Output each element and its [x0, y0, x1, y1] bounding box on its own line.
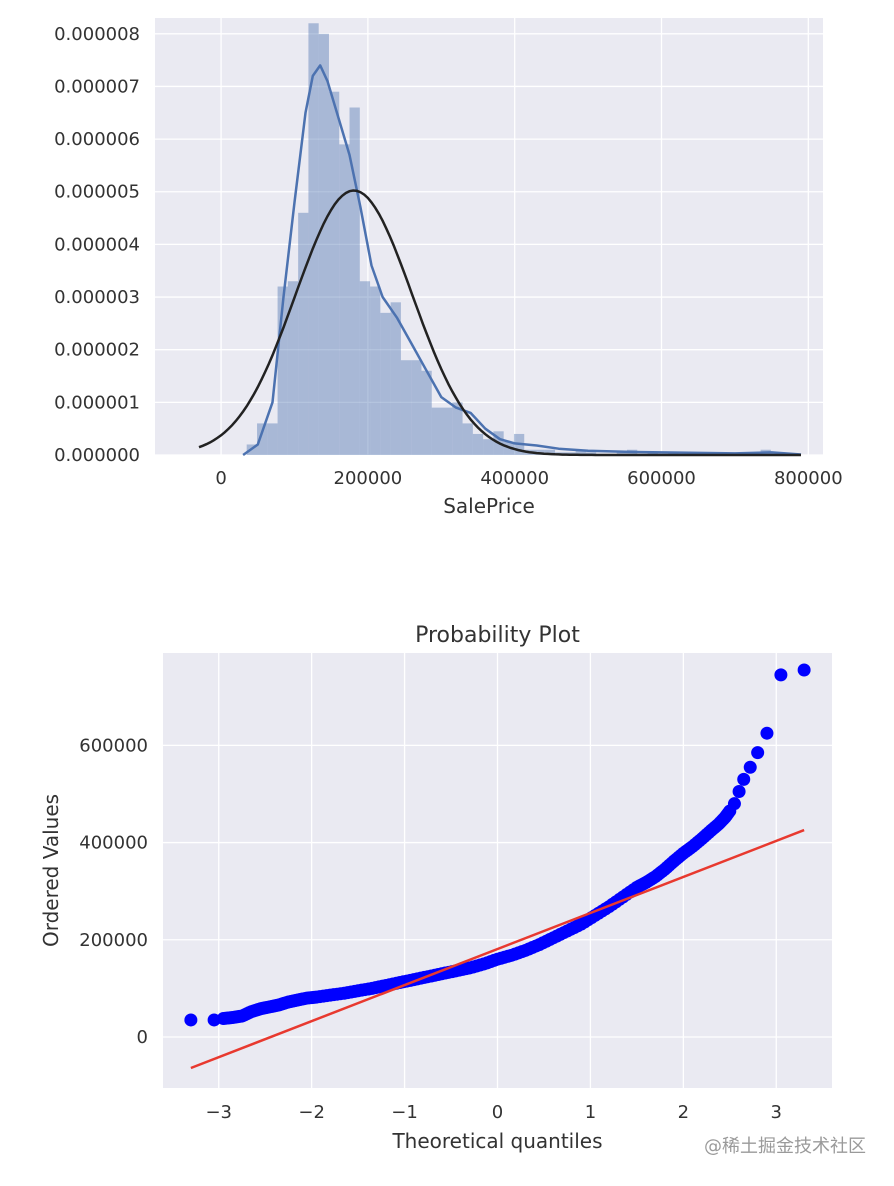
x-tick-label: 800000 — [774, 468, 843, 489]
chart-title: Probability Plot — [415, 623, 580, 648]
y-tick-label: 0.000004 — [54, 234, 140, 255]
y-tick-label: 0.000007 — [54, 76, 140, 97]
data-point — [743, 760, 757, 774]
histogram-bar — [349, 107, 360, 455]
y-tick-label: 600000 — [79, 735, 148, 756]
histogram-bar — [544, 449, 556, 455]
data-points — [184, 663, 811, 1027]
histogram-bar — [431, 407, 443, 455]
histogram-bar — [421, 370, 432, 455]
y-tick-label: 200000 — [79, 930, 148, 951]
histogram-bar — [359, 281, 371, 455]
watermark: @稀土掘金技术社区 — [704, 1136, 866, 1157]
y-tick-label: 0.000002 — [54, 340, 140, 361]
data-point — [732, 785, 746, 799]
histogram-bar — [400, 360, 412, 455]
y-axis-label: Ordered Values — [39, 794, 63, 947]
histogram-bar — [308, 23, 319, 455]
x-axis-label: Theoretical quantiles — [391, 1129, 602, 1153]
y-tick-label: 0.000005 — [54, 182, 140, 203]
normal-fit-curve — [198, 189, 801, 457]
histogram-bar — [390, 302, 401, 455]
histogram-bar — [442, 407, 453, 455]
gridlines — [155, 18, 823, 456]
histogram-bar — [472, 433, 484, 455]
y-tick-label: 0 — [137, 1027, 148, 1048]
x-tick-label: −3 — [205, 1102, 232, 1123]
probability-plot: −3 −2 −1 0 1 2 3 0 200000 400000 600000 Probability… — [39, 623, 832, 1153]
histogram-bar — [483, 439, 494, 455]
data-point — [184, 1013, 198, 1027]
x-tick-label: 2 — [678, 1102, 689, 1123]
histogram-bar — [616, 452, 628, 455]
x-tick-label: 1 — [585, 1102, 596, 1123]
y-tick-label: 0.000006 — [54, 129, 140, 150]
fit-line — [190, 828, 805, 1070]
y-tick-label: 0.000008 — [54, 24, 140, 45]
data-point — [797, 663, 811, 677]
histogram-bar — [277, 286, 288, 455]
x-tick-label: 600000 — [627, 468, 696, 489]
histogram-bar — [575, 449, 586, 455]
data-point — [737, 772, 751, 786]
data-point — [722, 806, 736, 820]
x-tick-label: −2 — [298, 1102, 325, 1123]
y-tick-label: 0.000003 — [54, 287, 140, 308]
kde-curve — [242, 64, 802, 457]
data-point — [774, 668, 788, 682]
y-tick-label: 400000 — [79, 833, 148, 854]
plot-area — [155, 18, 823, 455]
x-tick-label: 0 — [492, 1102, 503, 1123]
histogram-bar — [267, 423, 278, 455]
distribution-plot: 0 200000 400000 600000 800000 0.000000 0.00000… — [54, 18, 843, 518]
x-tick-label: 200000 — [334, 468, 403, 489]
data-point — [760, 726, 774, 740]
histogram-bar — [257, 423, 268, 455]
histogram-bar — [318, 33, 329, 456]
histogram-bar — [339, 144, 350, 455]
x-tick-label: 3 — [771, 1102, 782, 1123]
x-tick-label: 0 — [215, 468, 226, 489]
histogram-bar — [298, 212, 309, 455]
data-point — [751, 746, 765, 760]
y-tick-label: 0.000001 — [54, 392, 140, 413]
x-axis-label: SalePrice — [443, 494, 535, 518]
histogram-bar — [287, 281, 299, 455]
histogram-bar — [370, 286, 381, 455]
gridlines — [163, 653, 832, 1088]
histogram-bar — [411, 360, 422, 455]
x-tick-label: 400000 — [480, 468, 549, 489]
x-tick-label: −1 — [391, 1102, 418, 1123]
histogram-bar — [380, 312, 391, 455]
histogram-bar — [647, 452, 658, 455]
histogram-bar — [462, 423, 473, 455]
histogram-bar — [452, 402, 463, 455]
histogram-bar — [328, 91, 340, 455]
histogram-bars — [246, 23, 782, 456]
y-tick-label: 0.000000 — [54, 445, 140, 466]
